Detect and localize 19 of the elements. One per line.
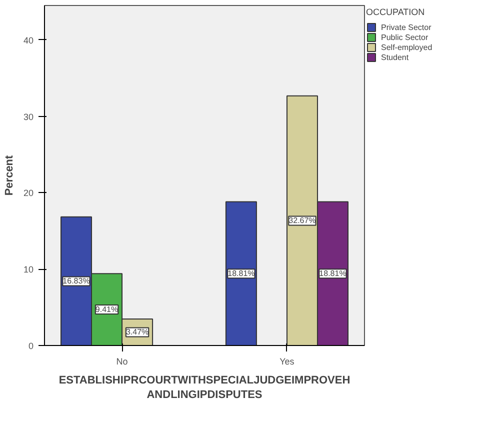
y-tick-label: 30 — [23, 112, 34, 122]
legend-label: Public Sector — [381, 32, 428, 42]
data-label: 32.67% — [288, 216, 316, 226]
x-axis-title: ESTABLISHIPRCOURTWITHSPECIALJUDGEIMPROVEH ANDLINGIPDISPUTES — [58, 374, 350, 401]
y-axis-title: Percent — [3, 154, 16, 196]
legend-label: Student — [381, 52, 409, 62]
x-tick-label: Yes — [280, 356, 295, 366]
legend-label: Private Sector — [381, 22, 432, 32]
y-tick-label: 20 — [23, 188, 34, 198]
x-tick-label: No — [116, 356, 128, 366]
data-label: 18.81% — [228, 269, 255, 278]
data-label: 18.81% — [319, 269, 346, 278]
bar — [225, 201, 257, 346]
data-label: 16.83% — [62, 276, 90, 286]
y-tick-label: 0 — [28, 341, 34, 351]
legend-title: OCCUPATION — [366, 7, 426, 17]
y-tick-label: 40 — [23, 35, 34, 46]
y-tick-label: 10 — [23, 264, 34, 275]
legend-label: Self-employed — [381, 42, 432, 52]
